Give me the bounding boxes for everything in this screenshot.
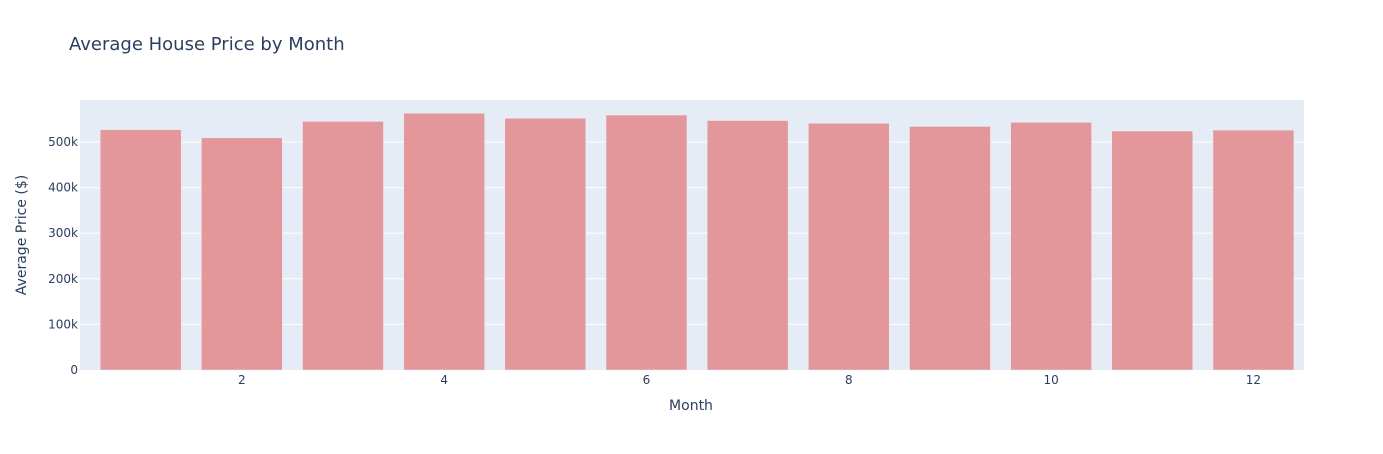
bar-month-11[interactable] <box>1111 130 1193 371</box>
x-tick-label: 6 <box>643 373 651 387</box>
bar-month-8[interactable] <box>808 123 890 371</box>
y-tick-label: 0 <box>70 363 78 377</box>
y-tick-label: 400k <box>48 181 78 195</box>
plot-area <box>80 100 1304 370</box>
bar-month-4[interactable] <box>403 112 485 371</box>
x-axis-ticks: 2 4 6 8 10 12 <box>238 373 1261 387</box>
x-tick-label: 2 <box>238 373 246 387</box>
x-tick-label: 12 <box>1246 373 1261 387</box>
bars-layer <box>99 112 1295 371</box>
bar-month-1[interactable] <box>99 129 182 371</box>
y-tick-label: 100k <box>48 317 78 331</box>
y-axis-ticks: 0 100k 200k 300k 400k 500k <box>48 135 78 377</box>
bar-month-5[interactable] <box>504 117 587 371</box>
bar-month-10[interactable] <box>1010 122 1092 371</box>
bar-month-6[interactable] <box>605 114 688 371</box>
bar-month-3[interactable] <box>302 121 384 371</box>
y-axis-label: Average Price ($) <box>14 175 30 295</box>
bar-month-9[interactable] <box>909 126 991 371</box>
x-tick-label: 8 <box>845 373 853 387</box>
bar-month-7[interactable] <box>706 120 789 371</box>
y-tick-label: 200k <box>48 272 78 286</box>
bar-month-2[interactable] <box>201 137 283 371</box>
y-tick-label: 500k <box>48 135 78 149</box>
chart-title: Average House Price by Month <box>69 34 345 55</box>
x-axis-label: Month <box>669 398 713 414</box>
y-tick-label: 300k <box>48 226 78 240</box>
bar-month-12[interactable] <box>1212 129 1295 371</box>
grid-layer <box>80 141 1304 325</box>
x-tick-label: 4 <box>440 373 448 387</box>
x-tick-label: 10 <box>1043 373 1058 387</box>
